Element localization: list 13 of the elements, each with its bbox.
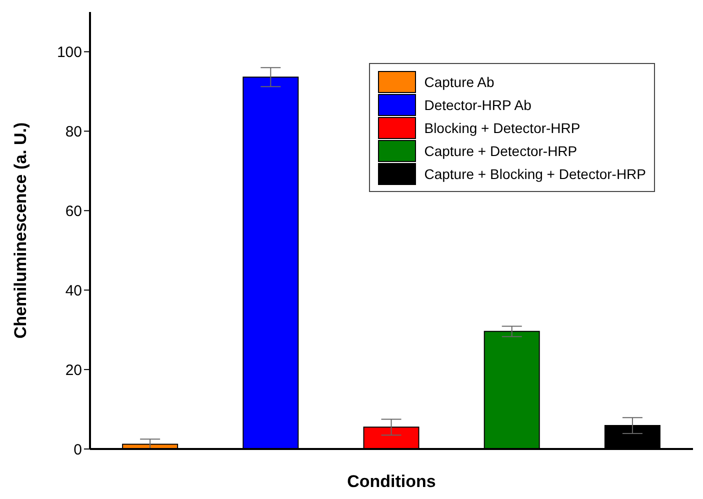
legend-label: Capture + Detector-HRP — [424, 142, 578, 158]
y-tick-label: 80 — [65, 124, 82, 141]
legend-label: Capture + Blocking + Detector-HRP — [424, 166, 646, 182]
y-axis-title: Chemiluminescence (a. U.) — [11, 122, 30, 339]
legend-label: Blocking + Detector-HRP — [424, 120, 580, 136]
y-tick-label: 20 — [65, 362, 82, 379]
x-axis-title: Conditions — [347, 472, 436, 491]
y-tick-label: 0 — [74, 441, 82, 458]
y-tick-label: 100 — [56, 44, 82, 62]
y-tick-label: 40 — [65, 282, 82, 300]
y-tick-label: 60 — [65, 202, 82, 220]
legend-label: Detector-HRP Ab — [424, 96, 532, 112]
legend-label: Capture Ab — [424, 74, 494, 90]
